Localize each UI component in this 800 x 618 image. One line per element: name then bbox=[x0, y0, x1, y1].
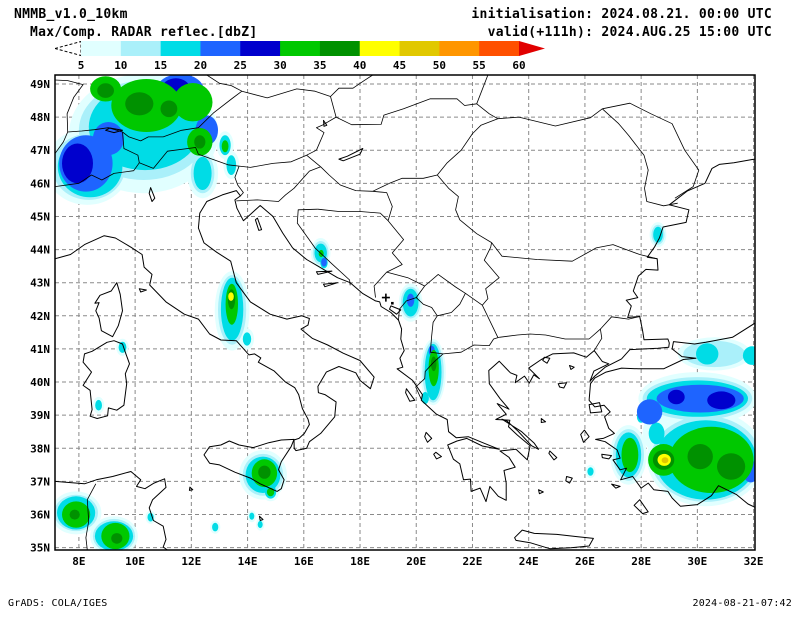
svg-text:16E: 16E bbox=[294, 555, 314, 568]
init-time-label: initialisation: 2024.08.21. 00:00 UTC bbox=[471, 7, 772, 22]
svg-text:25: 25 bbox=[234, 59, 247, 72]
creation-timestamp: 2024-08-21-07:42 bbox=[692, 598, 792, 609]
colorbar: 5 10 15 20 25 30 35 40 45 50 55 60 bbox=[55, 41, 545, 72]
svg-text:35N: 35N bbox=[30, 542, 50, 555]
svg-text:49N: 49N bbox=[30, 78, 50, 91]
axis-tick-labels: 35N 36N 37N 38N 39N 40N 41N 42N 43N 44N 45N 46N 47N 4… bbox=[30, 78, 763, 568]
svg-text:43N: 43N bbox=[30, 277, 50, 290]
svg-text:46N: 46N bbox=[30, 177, 50, 190]
svg-text:14E: 14E bbox=[238, 555, 258, 568]
svg-text:47N: 47N bbox=[30, 144, 50, 157]
map-canvas: 35N 36N 37N 38N 39N 40N 41N 42N 43N 44N 45N 46N 47N 4… bbox=[30, 74, 764, 568]
svg-text:60: 60 bbox=[512, 59, 525, 72]
svg-text:10: 10 bbox=[114, 59, 127, 72]
svg-text:38N: 38N bbox=[30, 442, 50, 455]
model-title: NMMB_v1.0_10km bbox=[14, 7, 128, 22]
svg-text:48N: 48N bbox=[30, 111, 50, 124]
svg-text:15: 15 bbox=[154, 59, 167, 72]
coastlines bbox=[55, 119, 755, 550]
svg-text:28E: 28E bbox=[631, 555, 651, 568]
svg-text:32E: 32E bbox=[744, 555, 764, 568]
svg-text:35: 35 bbox=[313, 59, 326, 72]
colorbar-segments bbox=[55, 41, 545, 57]
product-title: Max/Comp. RADAR reflec.[dbZ] bbox=[30, 25, 258, 40]
svg-text:22E: 22E bbox=[463, 555, 483, 568]
svg-text:37N: 37N bbox=[30, 475, 50, 488]
station-markers bbox=[381, 293, 394, 305]
svg-text:20: 20 bbox=[194, 59, 207, 72]
svg-text:10E: 10E bbox=[125, 555, 145, 568]
svg-text:36N: 36N bbox=[30, 509, 50, 522]
svg-text:45N: 45N bbox=[30, 210, 50, 223]
svg-text:12E: 12E bbox=[181, 555, 201, 568]
valid-time-label: valid(+111h): 2024.AUG.25 15:00 UTC bbox=[487, 25, 772, 40]
svg-text:24E: 24E bbox=[519, 555, 539, 568]
grads-credit: GrADS: COLA/IGES bbox=[8, 598, 108, 609]
svg-text:30E: 30E bbox=[687, 555, 707, 568]
svg-text:26E: 26E bbox=[575, 555, 595, 568]
svg-text:20E: 20E bbox=[406, 555, 426, 568]
country-borders bbox=[55, 75, 700, 550]
svg-text:55: 55 bbox=[473, 59, 486, 72]
svg-text:8E: 8E bbox=[72, 555, 85, 568]
svg-text:5: 5 bbox=[78, 59, 85, 72]
svg-text:40N: 40N bbox=[30, 376, 50, 389]
svg-text:50: 50 bbox=[433, 59, 446, 72]
svg-text:40: 40 bbox=[353, 59, 366, 72]
svg-text:42N: 42N bbox=[30, 310, 50, 323]
svg-text:44N: 44N bbox=[30, 244, 50, 257]
svg-text:30: 30 bbox=[273, 59, 286, 72]
svg-text:39N: 39N bbox=[30, 409, 50, 422]
svg-text:45: 45 bbox=[393, 59, 406, 72]
svg-text:41N: 41N bbox=[30, 343, 50, 356]
map-frame bbox=[54, 74, 756, 551]
colorbar-tick-labels: 5 10 15 20 25 30 35 40 45 50 55 60 bbox=[78, 59, 526, 72]
svg-text:18E: 18E bbox=[350, 555, 370, 568]
